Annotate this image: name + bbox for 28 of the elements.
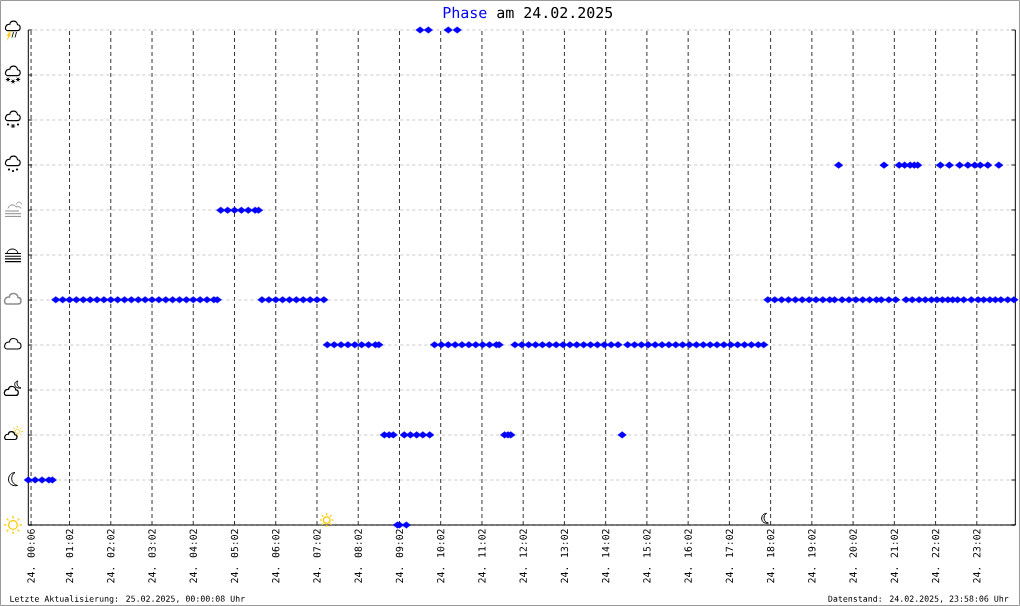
x-tick-label: 24. 09:02 — [395, 529, 404, 583]
chart-title: am 24.02.2025 — [497, 6, 613, 19]
x-tick-label: 24. 05:02 — [230, 529, 239, 583]
x-tick-label: 24. 04:02 — [189, 529, 197, 583]
x-tick-label: 24. 20:02 — [849, 529, 857, 583]
x-tick-label: 24. 00:06 — [27, 529, 35, 583]
x-tick-label: 24. 21:02 — [890, 529, 899, 583]
x-tick-label: 24. 17:02 — [725, 529, 734, 583]
x-tick-label: 24. 11:02 — [478, 529, 486, 583]
x-tick-label: 24. 06:02 — [272, 529, 280, 583]
text: Letzte Aktualisierung: 25.02.2025, 00:00:08 Uhr — [10, 595, 245, 604]
x-tick-label: 24. 13:02 — [560, 529, 569, 583]
x-tick-label: 24. 02:02 — [107, 529, 115, 583]
series-label: Phase — [443, 6, 487, 19]
x-tick-label: 24. 18:02 — [766, 529, 775, 583]
x-tick-label: 24. 22:02 — [931, 529, 940, 583]
text: Datenstand: 24.02.2025, 23:58:06 Uhr — [828, 595, 1009, 603]
x-tick-label: 24. 12:02 — [519, 529, 527, 583]
x-tick-label: 24. 19:02 — [808, 529, 816, 583]
x-tick-label: 24. 15:02 — [643, 529, 651, 583]
x-tick-label: 24. 10:02 — [437, 529, 445, 583]
x-tick-label: 24. 01:02 — [65, 529, 74, 583]
x-tick-label: 24. 16:02 — [684, 529, 692, 583]
x-tick-label: 24. 03:02 — [148, 529, 156, 583]
x-tick-label: 24. 23:02 — [973, 529, 981, 583]
x-tick-label: 24. 07:02 — [313, 529, 321, 583]
x-tick-label: 24. 14:02 — [601, 529, 610, 583]
x-tick-label: 24. 08:02 — [354, 529, 362, 583]
